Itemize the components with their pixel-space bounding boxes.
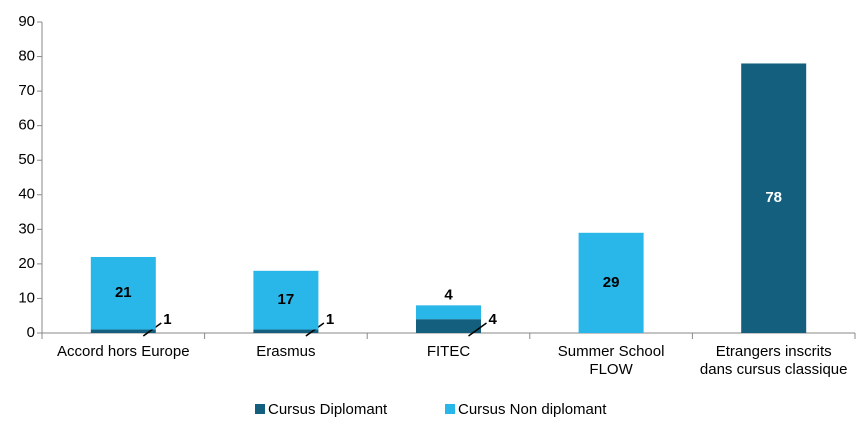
- value-label: 17: [278, 291, 295, 308]
- legend-swatch: [445, 404, 455, 414]
- y-tick-label: 90: [18, 13, 35, 30]
- y-tick-label: 20: [18, 255, 35, 272]
- bar-segment: [253, 329, 319, 333]
- value-label: 29: [603, 274, 620, 291]
- bar-segment: [253, 270, 319, 330]
- x-tick-label: FITEC: [426, 343, 471, 360]
- x-tick-label: Erasmus: [256, 343, 316, 360]
- leader-line: [468, 322, 487, 337]
- value-label: 78: [765, 189, 782, 206]
- y-tick-label: 70: [18, 82, 35, 99]
- legend-swatch: [255, 404, 265, 414]
- y-tick-label: 0: [27, 324, 35, 341]
- bar-segment: [90, 256, 156, 330]
- value-label: 4: [444, 286, 453, 303]
- y-tick-label: 60: [18, 117, 35, 134]
- y-tick-label: 40: [18, 186, 35, 203]
- bar-segment: [416, 305, 481, 320]
- value-label: 1: [326, 311, 334, 328]
- bar-segment: [741, 63, 807, 333]
- legend-label: Cursus Non diplomant: [458, 401, 607, 418]
- x-tick-label: Summer School FLOW: [557, 343, 665, 378]
- x-tick-label: Etrangers inscrits dans cursus classique: [699, 343, 848, 378]
- bar-segment: [90, 329, 156, 333]
- legend-label: Cursus Diplomant: [268, 401, 388, 418]
- bar-segment: [416, 319, 481, 333]
- value-label: 1: [163, 311, 171, 328]
- x-tick-label: Accord hors Europe: [57, 343, 190, 360]
- y-tick-label: 30: [18, 220, 35, 237]
- value-label: 4: [489, 311, 498, 328]
- y-tick-label: 10: [18, 289, 35, 306]
- bar-segment: [578, 232, 644, 333]
- value-label: 21: [115, 284, 132, 301]
- y-tick-label: 50: [18, 151, 35, 168]
- y-tick-label: 80: [18, 48, 35, 65]
